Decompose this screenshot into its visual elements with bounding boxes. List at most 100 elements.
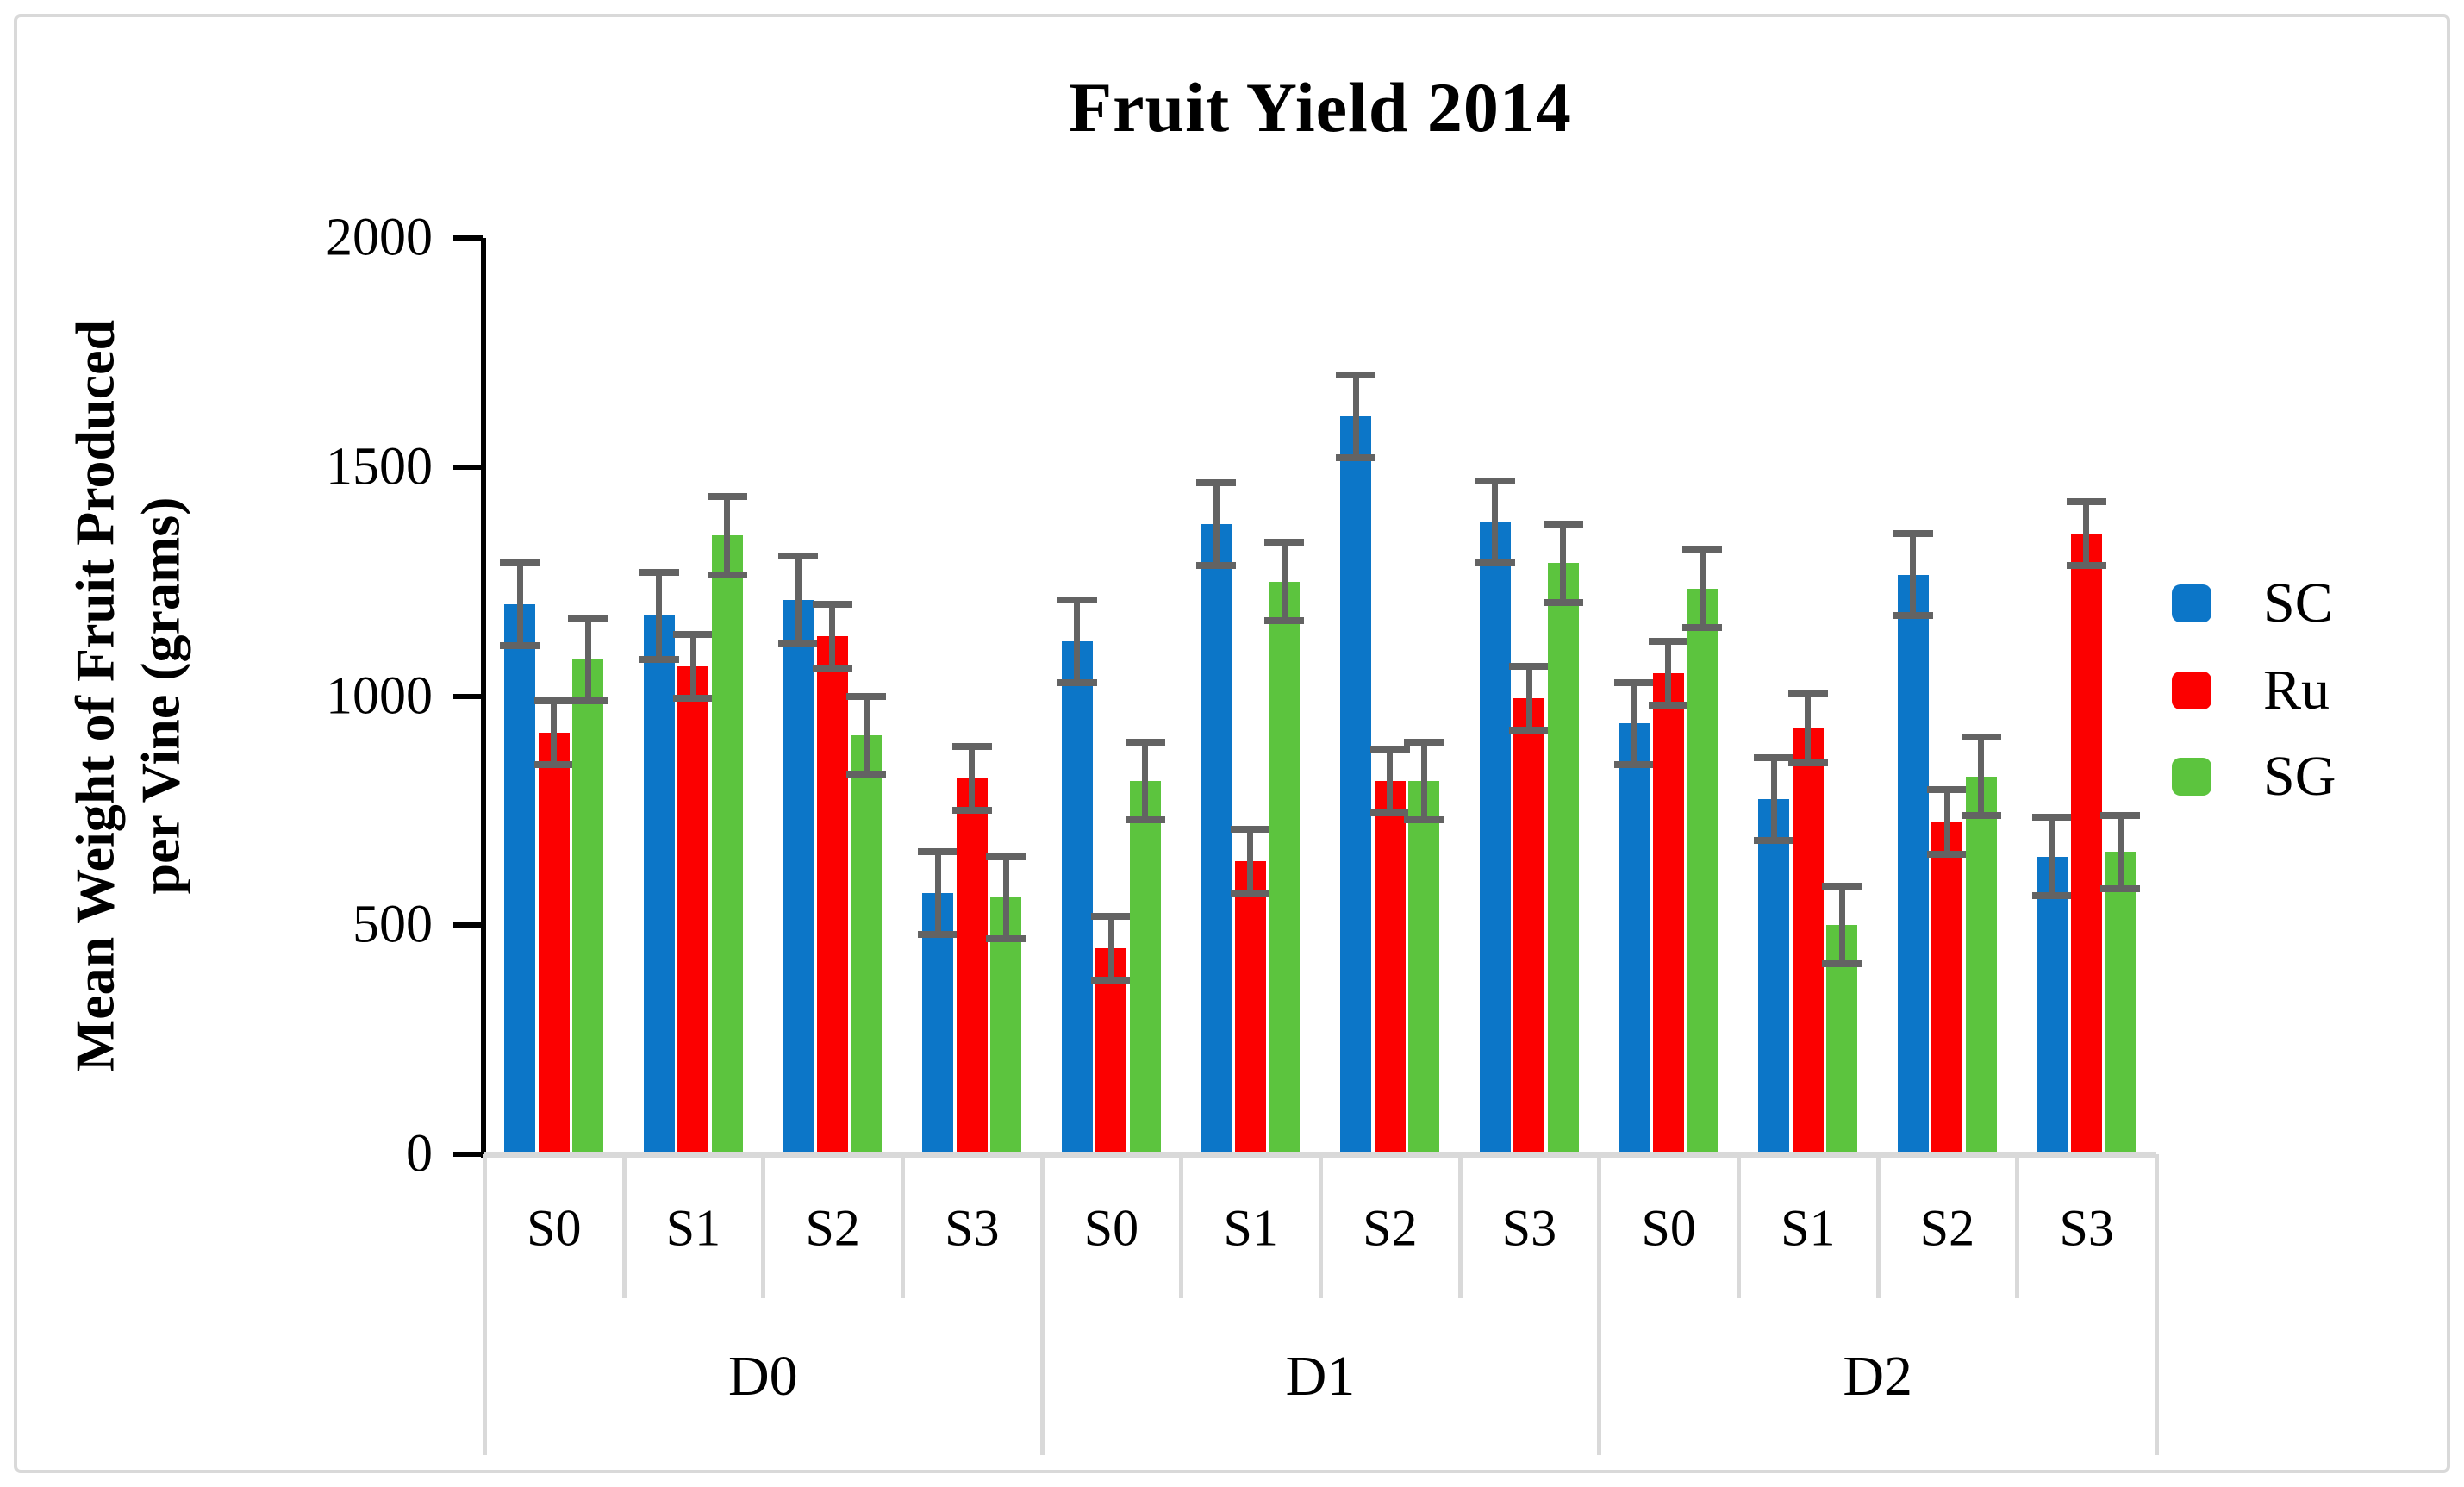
error-bar-cap-bottom	[500, 642, 540, 650]
error-bar-cap-top	[1822, 883, 1862, 890]
error-bar-line	[1420, 741, 1427, 820]
error-bar-cap-bottom	[1336, 454, 1375, 462]
error-bar-line	[724, 497, 731, 575]
error-bar-line	[1352, 375, 1359, 459]
bar-ru-s3-d0	[956, 778, 988, 1154]
bar-sc-s3-d2	[2037, 856, 2068, 1154]
y-axis-tick	[453, 235, 483, 241]
category-divider	[1457, 1154, 1463, 1298]
bar-sg-s0-d2	[1687, 588, 1719, 1154]
error-bar-cap-bottom	[812, 665, 852, 672]
error-bar-cap-top	[1475, 477, 1515, 484]
error-bar-cap-bottom	[707, 571, 747, 578]
bar-sc-s0-d1	[1061, 640, 1093, 1154]
error-bar-cap-top	[1543, 521, 1583, 528]
error-bar-line	[969, 746, 975, 811]
bar-ru-s2-d0	[816, 636, 848, 1154]
x-axis-label-s2: S2	[1363, 1199, 1418, 1257]
error-bar-cap-top	[1614, 678, 1655, 686]
error-bar-line	[1665, 640, 1672, 706]
legend-label-sc: SC	[2263, 572, 2333, 634]
error-bar-cap-bottom	[673, 695, 714, 703]
error-bar-line	[829, 604, 836, 669]
error-bar-cap-bottom	[1057, 678, 1097, 686]
bar-sg-s2-d1	[1408, 780, 1439, 1154]
y-axis-tick-label: 0	[406, 1124, 433, 1184]
error-bar-cap-top	[1754, 754, 1793, 762]
error-bar-cap-bottom	[1682, 623, 1723, 631]
error-bar-line	[1560, 524, 1567, 603]
error-bar-cap-top	[533, 697, 574, 704]
legend-item-sc: SC	[2172, 572, 2333, 634]
error-bar-line	[1910, 533, 1917, 616]
error-bar-cap-bottom	[639, 655, 679, 663]
error-bar-cap-top	[846, 692, 887, 700]
error-bar-line	[795, 556, 802, 644]
error-bar-cap-top	[1404, 738, 1444, 746]
error-bar-cap-bottom	[1475, 559, 1515, 567]
bar-sg-s1-d1	[1269, 581, 1301, 1154]
error-bar-cap-bottom	[1404, 816, 1444, 823]
x-axis-label-s2: S2	[805, 1199, 860, 1257]
error-bar-line	[2083, 501, 2090, 566]
error-bar-cap-bottom	[986, 935, 1026, 943]
legend-item-sg: SG	[2172, 745, 2336, 808]
error-bar-line	[1281, 542, 1288, 621]
x-axis-group-label-d1: D1	[1285, 1345, 1356, 1408]
error-bar-line	[1213, 483, 1220, 565]
error-bar-cap-bottom	[1614, 761, 1655, 769]
error-bar-cap-top	[1125, 738, 1165, 746]
error-bar-cap-bottom	[1754, 836, 1793, 844]
bar-sg-s0-d1	[1129, 780, 1161, 1154]
error-bar-cap-bottom	[2066, 562, 2106, 570]
y-axis-tick-label: 2000	[326, 208, 433, 267]
bar-sc-s2-d1	[1340, 416, 1371, 1154]
error-bar-cap-top	[918, 848, 958, 856]
legend-swatch-sc	[2172, 584, 2211, 622]
error-bar-cap-top	[1369, 745, 1410, 753]
legend-swatch-sg	[2172, 758, 2211, 796]
error-bar-cap-bottom	[568, 697, 608, 704]
error-bar-cap-bottom	[1648, 702, 1688, 709]
error-bar-cap-top	[500, 559, 540, 567]
error-bar-cap-top	[1091, 912, 1132, 920]
error-bar-cap-top	[1230, 825, 1270, 833]
x-axis-label-s2: S2	[1919, 1199, 1975, 1257]
group-divider	[1039, 1298, 1045, 1455]
error-bar-line	[2117, 815, 2124, 889]
bar-sg-s3-d1	[1547, 563, 1579, 1154]
error-bar-cap-top	[1264, 539, 1305, 547]
error-bar-line	[1492, 480, 1499, 564]
error-bar-line	[551, 700, 557, 765]
error-bar-line	[1770, 758, 1777, 840]
bar-sc-s1-d2	[1758, 799, 1789, 1154]
x-axis-label-s3: S3	[2059, 1199, 2114, 1257]
error-bar-cap-bottom	[846, 770, 887, 778]
error-bar-line	[516, 563, 523, 647]
error-bar-line	[689, 634, 696, 699]
error-bar-cap-bottom	[1787, 759, 1828, 766]
legend-label-sg: SG	[2263, 745, 2336, 808]
error-bar-line	[1525, 665, 1532, 731]
error-bar-cap-bottom	[2100, 884, 2141, 892]
error-bar-cap-top	[2066, 497, 2106, 505]
error-bar-cap-bottom	[1264, 616, 1305, 624]
legend-swatch-ru	[2172, 671, 2211, 709]
bar-ru-s2-d2	[1931, 822, 1963, 1154]
error-bar-cap-bottom	[1927, 850, 1968, 858]
bar-sc-s0-d0	[504, 604, 535, 1154]
error-bar-cap-top	[1196, 479, 1237, 487]
error-bar-cap-top	[812, 601, 852, 609]
error-bar-cap-top	[1057, 596, 1097, 603]
error-bar-cap-bottom	[1230, 890, 1270, 897]
category-divider	[621, 1154, 627, 1298]
error-bar-cap-bottom	[1125, 816, 1165, 823]
error-bar-line	[1631, 682, 1637, 765]
bar-sg-s2-d2	[1965, 776, 1997, 1154]
bar-sg-s1-d0	[711, 535, 743, 1154]
x-axis-label-s1: S1	[1223, 1199, 1278, 1257]
error-bar-line	[1247, 828, 1254, 894]
error-bar-line	[1978, 737, 1985, 815]
